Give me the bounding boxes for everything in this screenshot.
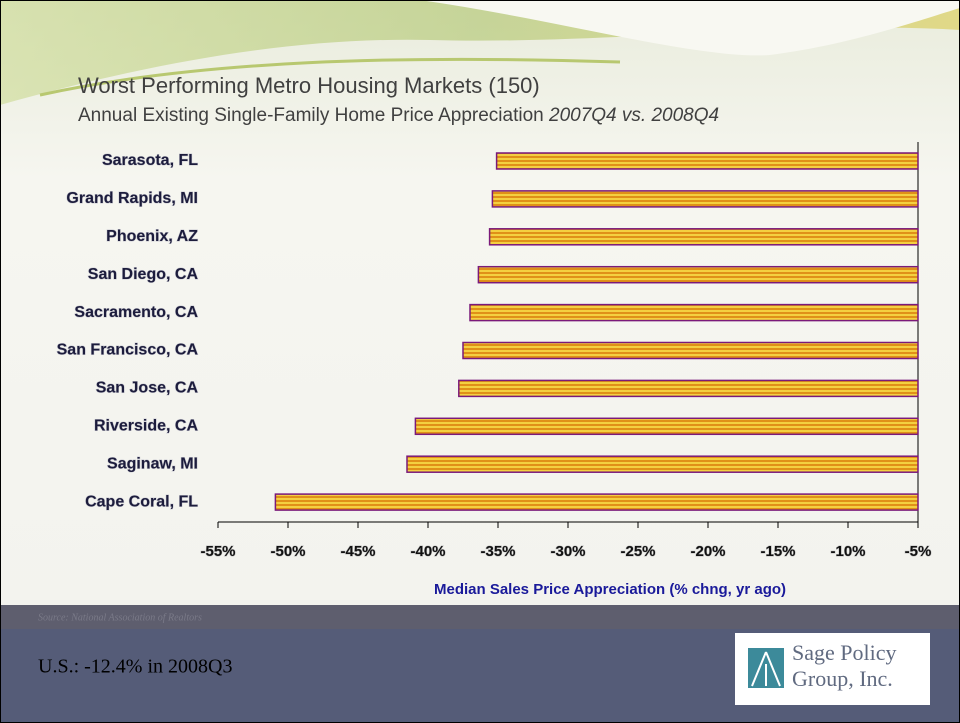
- bar: [459, 380, 918, 396]
- x-tick-label: -25%: [620, 543, 655, 560]
- x-tick-label: -40%: [410, 543, 445, 560]
- x-tick-label: -35%: [480, 543, 515, 560]
- x-tick-label: -50%: [270, 543, 305, 560]
- x-tick-label: -10%: [830, 543, 865, 560]
- source: Source: National Association of Realtors: [38, 612, 202, 623]
- logo-text: Sage Policy: [792, 640, 897, 665]
- x-axis-title: Median Sales Price Appreciation (% chng,…: [434, 581, 786, 598]
- y-tick-label: Grand Rapids, MI: [66, 190, 198, 207]
- bar: [470, 305, 918, 321]
- bar: [415, 418, 918, 434]
- bar: [407, 456, 918, 472]
- y-tick-label: Riverside, CA: [94, 418, 198, 435]
- logo-text: Group, Inc.: [792, 666, 893, 691]
- y-tick-label: Sacramento, CA: [74, 304, 198, 321]
- note: U.S.: -12.4% in 2008Q3: [38, 656, 232, 678]
- y-tick-label: San Diego, CA: [88, 266, 199, 283]
- bar: [490, 229, 918, 245]
- slide: Source: National Association of Realtors…: [0, 0, 960, 723]
- bar: [492, 191, 918, 207]
- x-tick-label: -55%: [200, 543, 235, 560]
- x-tick-label: -20%: [690, 543, 725, 560]
- subtitle-period: 2007Q4 vs. 2008Q4: [548, 105, 719, 126]
- y-tick-label: Sarasota, FL: [102, 152, 198, 169]
- y-tick-label: San Jose, CA: [96, 380, 199, 397]
- y-tick-label: San Francisco, CA: [57, 342, 199, 359]
- x-tick-label: -15%: [760, 543, 795, 560]
- y-tick-label: Phoenix, AZ: [106, 228, 198, 245]
- x-tick-label: -45%: [340, 543, 375, 560]
- bar: [275, 494, 918, 510]
- bar: [497, 153, 918, 169]
- x-tick-label: -5%: [905, 543, 932, 560]
- x-tick-label: -30%: [550, 543, 585, 560]
- bar: [463, 343, 918, 359]
- bar: [478, 267, 918, 283]
- y-tick-label: Saginaw, MI: [107, 455, 198, 472]
- subtitle: Annual Existing Single-Family Home Price…: [78, 105, 544, 126]
- page: Source: National Association of Realtors…: [0, 0, 960, 723]
- chart-subtitle: Annual Existing Single-Family Home Price…: [78, 105, 719, 126]
- y-tick-label: Cape Coral, FL: [85, 493, 198, 510]
- chart-title: Worst Performing Metro Housing Markets (…: [78, 73, 540, 98]
